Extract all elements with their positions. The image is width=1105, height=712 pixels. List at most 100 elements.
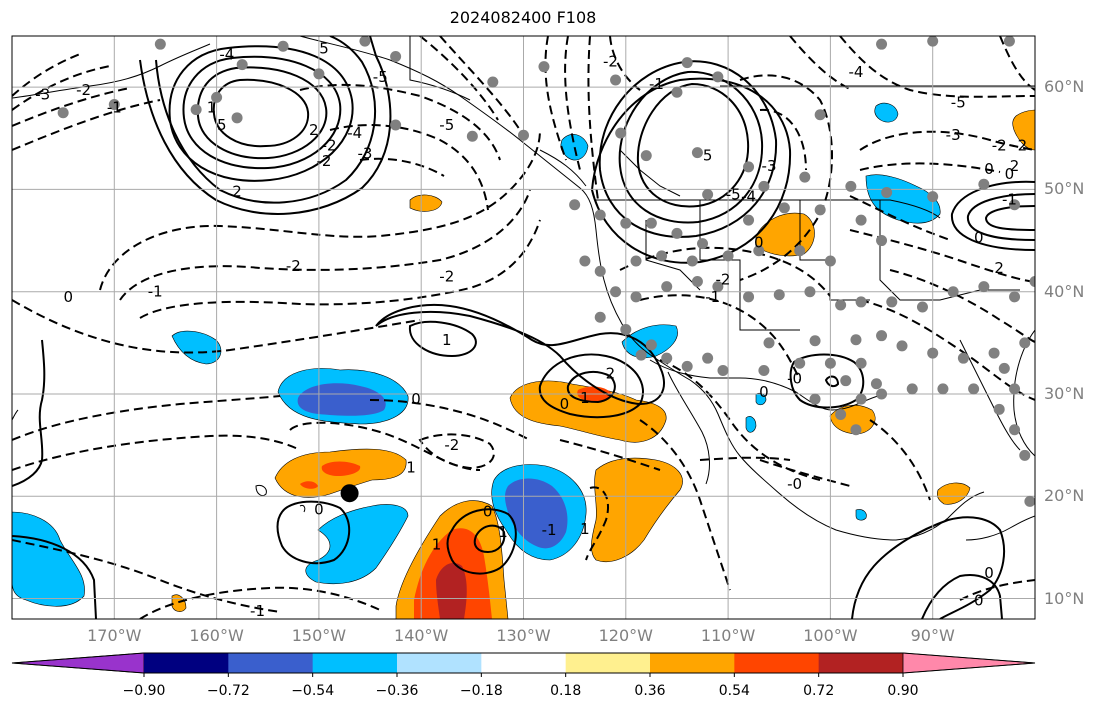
station-dot <box>1009 199 1021 211</box>
contour-label: 0 <box>63 288 73 306</box>
contour-label: 5 <box>319 39 329 57</box>
colorbar-tick-label: 0.54 <box>718 683 750 699</box>
station-dot <box>1024 495 1035 507</box>
longitude-label: 150°W <box>291 626 347 645</box>
station-dot <box>850 334 862 346</box>
station-dot <box>814 109 826 121</box>
station-dot <box>108 99 120 111</box>
station-dot <box>712 281 724 293</box>
station-dot <box>753 245 765 257</box>
colorbar-tick-label: −0.72 <box>206 683 250 699</box>
colorbar-segment <box>397 653 482 673</box>
contour-label: 0 <box>974 228 984 246</box>
contour-label: -5 <box>373 68 388 86</box>
colorbar-segment <box>312 653 398 673</box>
station-dot <box>743 291 755 303</box>
station-dot <box>569 199 581 211</box>
contour-label: -2 <box>444 436 459 454</box>
station-dot <box>1009 383 1021 395</box>
station-dots <box>57 36 1035 507</box>
contour-label: -2 <box>603 53 618 71</box>
station-dot <box>640 150 652 162</box>
contour-label: 2 <box>994 259 1004 277</box>
contour-lines <box>12 36 1035 619</box>
map-frame <box>11 35 1036 620</box>
station-dot <box>656 250 668 262</box>
station-dot <box>277 40 289 52</box>
station-dot <box>835 408 847 420</box>
station-dot <box>645 217 657 229</box>
contour-label: -1 <box>705 288 720 306</box>
station-dot <box>855 296 867 308</box>
station-dot <box>697 238 709 250</box>
colorbar-tick-label: −0.90 <box>122 683 166 699</box>
station-dot <box>1009 291 1021 303</box>
contour-label: -4 <box>347 124 362 142</box>
station-dot <box>927 347 939 359</box>
colorbar-segment <box>734 653 820 673</box>
station-dot <box>691 275 703 287</box>
station-dot <box>824 357 836 369</box>
station-dot <box>610 286 622 298</box>
contour-label: -0 <box>787 370 802 388</box>
station-dot <box>988 347 1000 359</box>
station-dot <box>681 360 693 372</box>
station-dot <box>824 255 836 267</box>
contour-label: 0 <box>560 395 570 413</box>
contour-label: -5 <box>951 93 966 111</box>
contour-label: -5 <box>726 186 741 204</box>
station-dot <box>758 364 770 376</box>
station-dot <box>359 36 371 47</box>
contour-label: -0 <box>787 475 802 493</box>
contour-label: 0 <box>984 564 994 582</box>
station-dot <box>1019 337 1031 349</box>
contour-label: -2 <box>322 136 337 154</box>
contour-label: -1 <box>542 521 557 539</box>
station-dot <box>814 204 826 216</box>
station-dot <box>1009 424 1021 436</box>
station-dot <box>538 61 550 73</box>
station-dot <box>702 189 714 201</box>
contour-label: 1 <box>432 535 442 553</box>
contour-label: -2 <box>317 152 332 170</box>
colorbar-tick-label: 0.90 <box>887 683 919 699</box>
contour-label: 1 <box>406 459 416 477</box>
station-dot <box>57 107 69 119</box>
location-marker <box>340 484 359 503</box>
station-dot <box>927 36 939 47</box>
station-dot <box>855 214 867 226</box>
contour-label: 2 <box>1010 157 1020 175</box>
station-dot <box>579 255 591 267</box>
station-dot <box>876 38 888 50</box>
station-dot <box>906 383 918 395</box>
station-dot <box>686 255 698 267</box>
anomaly-fills <box>12 102 1035 619</box>
contour-label: 1 <box>580 389 590 407</box>
longitude-label: 90°W <box>910 626 955 645</box>
contour-label: -2 <box>286 257 301 275</box>
longitude-label: 110°W <box>700 626 756 645</box>
station-dot <box>702 352 714 364</box>
colorbar-tick-label: −0.54 <box>291 683 335 699</box>
latitude-label: 50°N <box>1044 179 1085 199</box>
colorbar-segment <box>481 653 567 673</box>
longitude-label: 140°W <box>394 626 449 645</box>
station-dot <box>630 255 642 267</box>
station-dot <box>691 147 703 159</box>
station-dot <box>794 245 806 257</box>
colorbar-segment <box>818 653 904 673</box>
station-dot <box>594 209 606 221</box>
contour-label: -1 <box>250 602 265 620</box>
station-dot <box>799 171 811 183</box>
station-dot <box>681 57 693 69</box>
station-dot <box>794 357 806 369</box>
latitude-label: 20°N <box>1044 486 1085 506</box>
station-dot <box>390 50 402 62</box>
station-dot <box>717 364 729 376</box>
station-dot <box>390 119 402 131</box>
station-dot <box>712 71 724 83</box>
station-dot <box>620 324 632 336</box>
station-dot <box>671 86 683 98</box>
